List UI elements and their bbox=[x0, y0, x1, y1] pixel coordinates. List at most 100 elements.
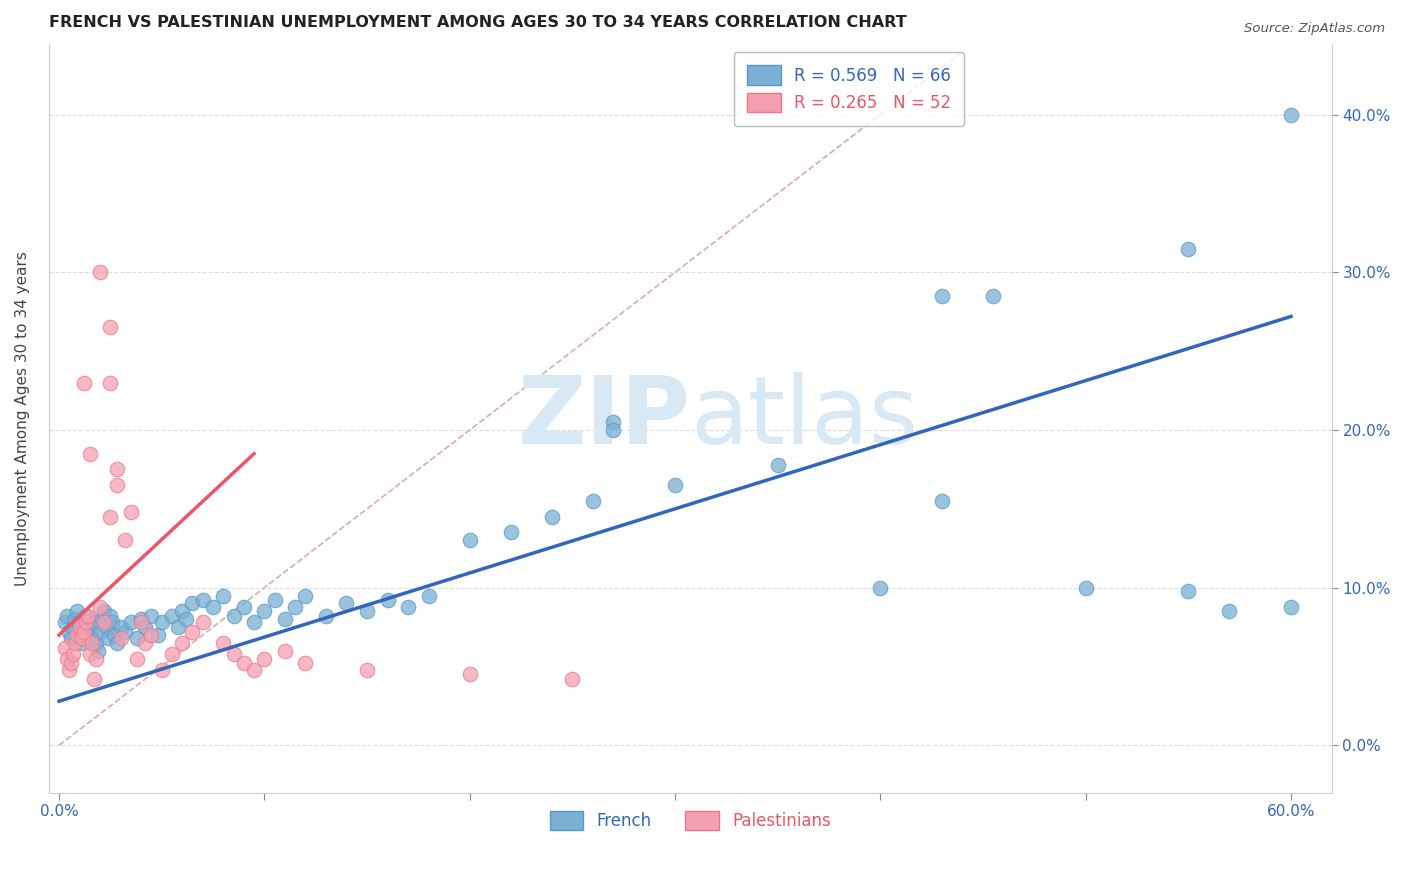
Point bbox=[66, 628, 89, 642]
Point bbox=[65, 612, 87, 626]
Y-axis label: Unemployment Among Ages 30 to 34 years: Unemployment Among Ages 30 to 34 years bbox=[15, 251, 30, 586]
Point bbox=[294, 589, 316, 603]
Point bbox=[69, 615, 91, 630]
Point bbox=[356, 663, 378, 677]
Point bbox=[98, 609, 121, 624]
Point bbox=[93, 615, 115, 630]
Point bbox=[84, 636, 107, 650]
Point bbox=[356, 604, 378, 618]
Point bbox=[418, 589, 440, 603]
Point bbox=[150, 663, 173, 677]
Point bbox=[125, 631, 148, 645]
Point bbox=[72, 624, 94, 639]
Point bbox=[1177, 242, 1199, 256]
Point bbox=[125, 651, 148, 665]
Point bbox=[335, 596, 357, 610]
Point bbox=[101, 615, 124, 630]
Point bbox=[97, 631, 120, 645]
Legend: French, Palestinians: French, Palestinians bbox=[544, 805, 838, 837]
Point bbox=[80, 631, 103, 645]
Text: ZIP: ZIP bbox=[517, 372, 690, 464]
Text: Source: ZipAtlas.com: Source: ZipAtlas.com bbox=[1244, 22, 1385, 36]
Point bbox=[1218, 604, 1240, 618]
Point bbox=[76, 620, 98, 634]
Point bbox=[396, 599, 419, 614]
Point bbox=[79, 647, 101, 661]
Point bbox=[253, 604, 276, 618]
Point bbox=[172, 604, 194, 618]
Point bbox=[931, 289, 953, 303]
Point bbox=[232, 599, 254, 614]
Point bbox=[181, 624, 204, 639]
Point bbox=[110, 620, 132, 634]
Point bbox=[58, 624, 80, 639]
Point bbox=[91, 612, 114, 626]
Point bbox=[84, 651, 107, 665]
Point bbox=[120, 505, 142, 519]
Point bbox=[294, 657, 316, 671]
Point bbox=[212, 589, 235, 603]
Point bbox=[120, 615, 142, 630]
Point bbox=[243, 615, 266, 630]
Point bbox=[172, 636, 194, 650]
Point bbox=[83, 672, 105, 686]
Point bbox=[89, 624, 111, 639]
Point bbox=[202, 599, 225, 614]
Point bbox=[191, 615, 214, 630]
Point bbox=[56, 651, 79, 665]
Point bbox=[105, 636, 128, 650]
Point bbox=[75, 609, 97, 624]
Point bbox=[89, 599, 111, 614]
Point bbox=[69, 620, 91, 634]
Point bbox=[75, 615, 97, 630]
Point bbox=[129, 612, 152, 626]
Point bbox=[181, 596, 204, 610]
Point bbox=[103, 628, 125, 642]
Point bbox=[105, 478, 128, 492]
Point bbox=[377, 593, 399, 607]
Point bbox=[114, 533, 136, 548]
Point bbox=[110, 631, 132, 645]
Text: atlas: atlas bbox=[690, 372, 918, 464]
Point bbox=[766, 458, 789, 472]
Point bbox=[458, 533, 481, 548]
Point bbox=[1279, 599, 1302, 614]
Point bbox=[582, 494, 605, 508]
Point bbox=[83, 615, 105, 630]
Point bbox=[232, 657, 254, 671]
Point bbox=[274, 612, 297, 626]
Point bbox=[243, 663, 266, 677]
Point bbox=[98, 376, 121, 390]
Point bbox=[150, 615, 173, 630]
Point bbox=[65, 636, 87, 650]
Point bbox=[53, 615, 76, 630]
Point bbox=[664, 478, 686, 492]
Point bbox=[1074, 581, 1097, 595]
Point bbox=[89, 265, 111, 279]
Point bbox=[274, 644, 297, 658]
Point bbox=[931, 494, 953, 508]
Point bbox=[602, 423, 624, 437]
Point bbox=[167, 620, 190, 634]
Point bbox=[60, 631, 83, 645]
Point bbox=[263, 593, 285, 607]
Point bbox=[62, 620, 84, 634]
Point bbox=[141, 628, 163, 642]
Point bbox=[129, 615, 152, 630]
Point bbox=[70, 636, 93, 650]
Point bbox=[60, 657, 83, 671]
Point bbox=[80, 636, 103, 650]
Point bbox=[191, 593, 214, 607]
Point bbox=[79, 447, 101, 461]
Point bbox=[79, 624, 101, 639]
Point bbox=[146, 628, 169, 642]
Point bbox=[87, 644, 110, 658]
Point bbox=[222, 647, 245, 661]
Point bbox=[222, 609, 245, 624]
Point bbox=[56, 609, 79, 624]
Point bbox=[134, 636, 156, 650]
Point bbox=[98, 509, 121, 524]
Point bbox=[284, 599, 307, 614]
Point bbox=[176, 612, 198, 626]
Point bbox=[53, 640, 76, 655]
